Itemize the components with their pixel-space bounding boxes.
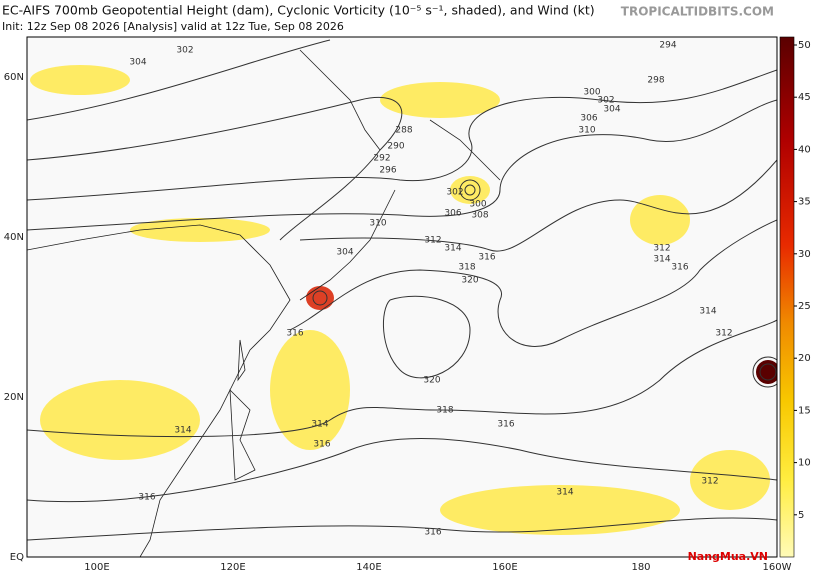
contour-label: 300 bbox=[469, 200, 486, 210]
subtitle: Init: 12z Sep 08 2026 [Analysis] valid a… bbox=[2, 20, 344, 33]
lat-label: EQ bbox=[10, 552, 24, 563]
shade bbox=[130, 218, 270, 242]
contour-label: 288 bbox=[395, 126, 412, 136]
contour-label: 318 bbox=[458, 263, 475, 273]
colorbar bbox=[779, 36, 795, 558]
map-frame bbox=[26, 36, 778, 558]
contour-label: 312 bbox=[715, 329, 732, 339]
shade bbox=[306, 286, 334, 310]
contour-label: 314 bbox=[444, 244, 461, 254]
lon-label: 120E bbox=[220, 562, 245, 573]
lat-label: 60N bbox=[4, 72, 24, 83]
contour-label: 306 bbox=[444, 209, 461, 219]
contour-label: 302 bbox=[176, 46, 193, 56]
contour-label: 316 bbox=[138, 493, 155, 503]
shade bbox=[756, 360, 777, 384]
lat-label: 20N bbox=[4, 392, 24, 403]
shade bbox=[40, 380, 200, 460]
contour-label: 308 bbox=[471, 211, 488, 221]
contour-label: 312 bbox=[653, 244, 670, 254]
coastlines bbox=[27, 49, 501, 557]
contour-label: 304 bbox=[336, 248, 353, 258]
contour-label: 316 bbox=[424, 528, 441, 538]
contour-label: 320 bbox=[461, 276, 478, 286]
contour-label: 300 bbox=[583, 88, 600, 98]
contour-label: 310 bbox=[369, 219, 386, 229]
colorbar-ticks: 50 45 40 35 30 25 20 15 10 5 bbox=[794, 40, 811, 521]
shade bbox=[630, 195, 690, 245]
lon-label: 140E bbox=[356, 562, 381, 573]
contour-label: 292 bbox=[373, 154, 390, 164]
lon-label: 160E bbox=[492, 562, 517, 573]
title: EC-AIFS 700mb Geopotential Height (dam),… bbox=[2, 3, 595, 18]
contour-label: 316 bbox=[671, 263, 688, 273]
contour-label: 304 bbox=[129, 58, 146, 68]
contour-label: 306 bbox=[580, 114, 597, 124]
contour-label: 314 bbox=[699, 307, 716, 317]
contour-label: 314 bbox=[174, 426, 191, 436]
colorbar-tick-label: 5 bbox=[798, 510, 804, 521]
lon-label: 180 bbox=[631, 562, 650, 573]
contour-label: 298 bbox=[647, 76, 664, 86]
lat-label: 40N bbox=[4, 232, 24, 243]
shade bbox=[690, 450, 770, 510]
colorbar-tick-label: 20 bbox=[798, 353, 811, 364]
contour-label: 318 bbox=[436, 406, 453, 416]
colorbar-tick-label: 45 bbox=[798, 92, 811, 103]
lat-axis: 60N 40N 20N EQ bbox=[4, 72, 24, 563]
contour-label: 314 bbox=[556, 488, 573, 498]
contour-label: 316 bbox=[286, 329, 303, 339]
vorticity-shading bbox=[30, 65, 777, 535]
contour-label: 314 bbox=[311, 420, 328, 430]
contour-label: 316 bbox=[313, 440, 330, 450]
contour-label: 302 bbox=[446, 188, 463, 198]
colorbar-tick-label: 35 bbox=[798, 197, 811, 208]
lon-axis: 100E 120E 140E 160E 180 160W bbox=[84, 562, 791, 573]
height-contours bbox=[27, 39, 777, 541]
contour-label: 290 bbox=[387, 142, 404, 152]
watermark: NangMua.VN bbox=[688, 550, 768, 563]
contour-label: 304 bbox=[603, 105, 620, 115]
contour-label: 316 bbox=[478, 253, 495, 263]
colorbar-tick-label: 40 bbox=[798, 144, 811, 155]
lon-label: 100E bbox=[84, 562, 109, 573]
contour-label: 302 bbox=[597, 96, 614, 106]
colorbar-tick-label: 30 bbox=[798, 249, 811, 260]
shade bbox=[380, 82, 500, 118]
colorbar-tick-label: 25 bbox=[798, 301, 811, 312]
contour-label: 294 bbox=[659, 41, 676, 51]
shade bbox=[30, 65, 130, 95]
credit: TROPICALTIDBITS.COM bbox=[621, 5, 774, 19]
contour-label: 312 bbox=[701, 477, 718, 487]
contour-label: 310 bbox=[578, 126, 595, 136]
shade bbox=[440, 485, 680, 535]
lon-label: 160W bbox=[763, 562, 792, 573]
shade bbox=[450, 176, 490, 204]
colorbar-tick-label: 10 bbox=[798, 458, 811, 469]
contour-label: 320 bbox=[423, 376, 440, 386]
map-area: 3023042942983003023043063102882902922963… bbox=[27, 37, 777, 557]
contour-label: 312 bbox=[424, 236, 441, 246]
contour-label: 316 bbox=[497, 420, 514, 430]
contour-label: 314 bbox=[653, 255, 670, 265]
colorbar-tick-label: 50 bbox=[798, 40, 811, 51]
colorbar-tick-label: 15 bbox=[798, 405, 811, 416]
contour-label: 296 bbox=[379, 166, 396, 176]
contour-labels: 3023042942983003023043063102882902922963… bbox=[129, 41, 732, 538]
